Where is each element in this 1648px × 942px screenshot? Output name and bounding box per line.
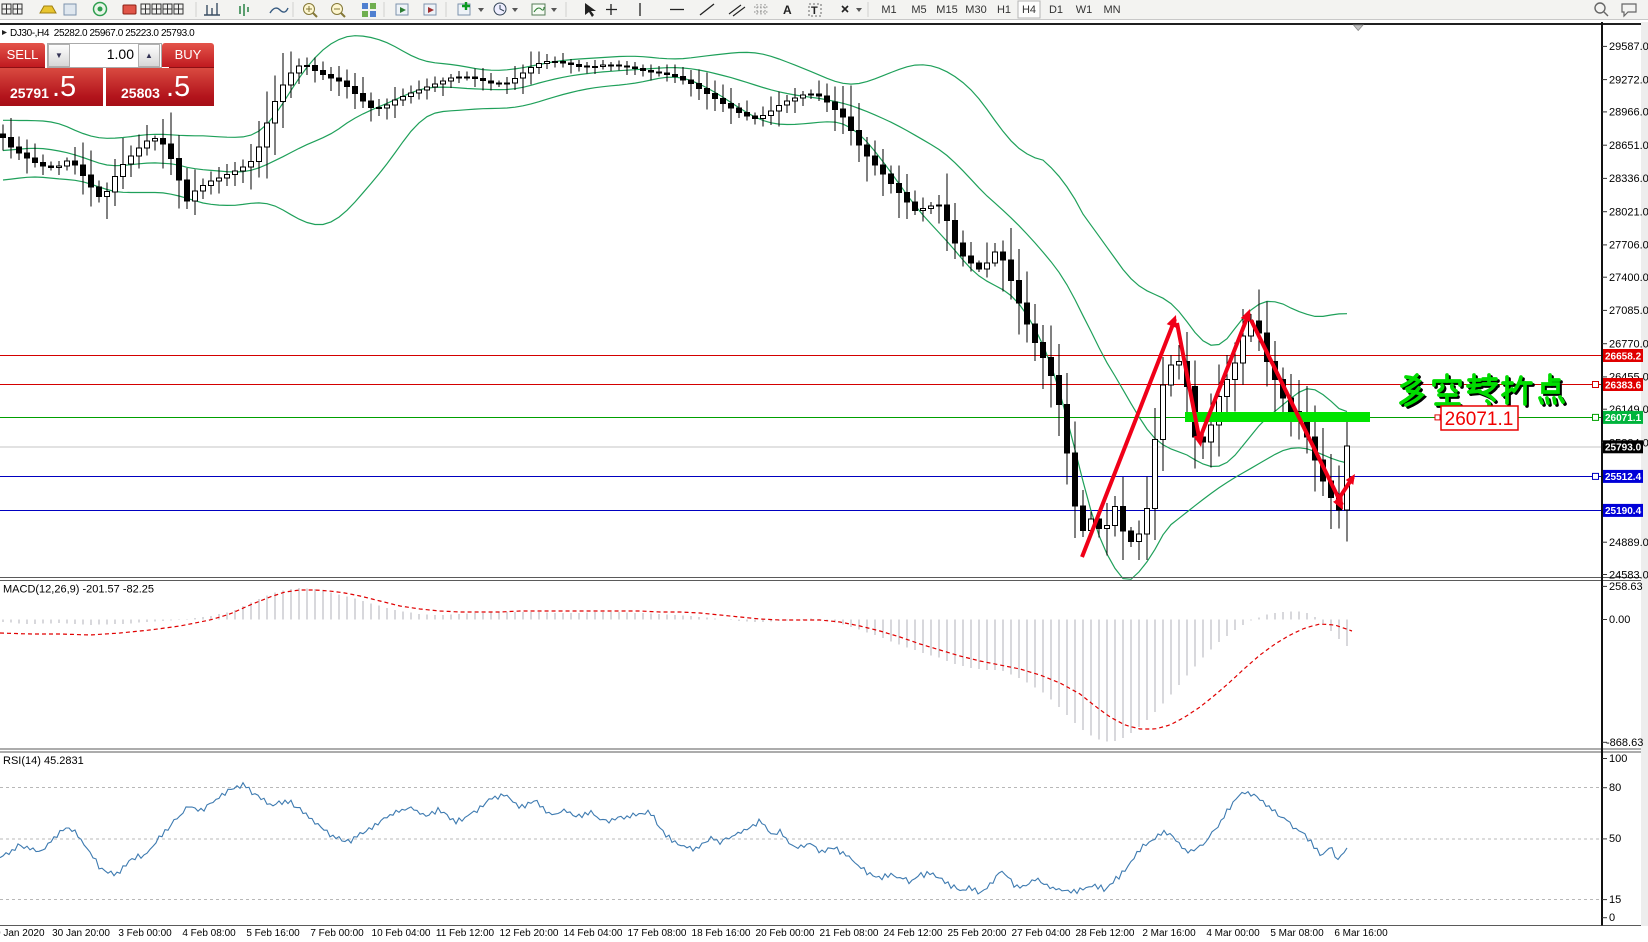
- svg-text:27085.0: 27085.0: [1609, 305, 1648, 317]
- svg-text:W1: W1: [1076, 4, 1093, 16]
- svg-text:-868.63: -868.63: [1606, 737, 1643, 749]
- svg-text:25512.4: 25512.4: [1605, 472, 1642, 483]
- svg-text:6 Mar 16:00: 6 Mar 16:00: [1334, 928, 1388, 939]
- svg-text:5 Mar 08:00: 5 Mar 08:00: [1270, 928, 1324, 939]
- svg-text:11 Feb 12:00: 11 Feb 12:00: [436, 928, 495, 939]
- svg-text:MN: MN: [1103, 4, 1120, 16]
- svg-text:80: 80: [1609, 782, 1621, 794]
- svg-text:26658.2: 26658.2: [1605, 351, 1642, 362]
- svg-text:D1: D1: [1049, 4, 1063, 16]
- svg-text:7 Feb 00:00: 7 Feb 00:00: [310, 928, 364, 939]
- svg-text:25793.0: 25793.0: [1605, 443, 1642, 454]
- svg-text:H4: H4: [1022, 4, 1036, 16]
- svg-text:17 Feb 08:00: 17 Feb 08:00: [628, 928, 687, 939]
- svg-text:15: 15: [1609, 894, 1621, 906]
- svg-text:10 Feb 04:00: 10 Feb 04:00: [372, 928, 431, 939]
- svg-text:M30: M30: [965, 4, 986, 16]
- svg-text:M5: M5: [911, 4, 926, 16]
- svg-text:RSI(14) 45.2831: RSI(14) 45.2831: [3, 755, 84, 767]
- svg-text:24583.0: 24583.0: [1609, 569, 1648, 581]
- svg-text:27706.0: 27706.0: [1609, 240, 1648, 252]
- svg-text:26071.1: 26071.1: [1445, 409, 1514, 430]
- svg-text:26071.1: 26071.1: [1605, 413, 1642, 424]
- svg-text:28966.0: 28966.0: [1609, 107, 1648, 119]
- svg-text:18 Feb 16:00: 18 Feb 16:00: [692, 928, 751, 939]
- svg-text:29272.0: 29272.0: [1609, 74, 1648, 86]
- svg-text:25190.4: 25190.4: [1605, 506, 1642, 517]
- svg-text:T: T: [811, 5, 818, 17]
- svg-text:24889.0: 24889.0: [1609, 537, 1648, 549]
- svg-text:28021.0: 28021.0: [1609, 207, 1648, 219]
- svg-text:26770.0: 26770.0: [1609, 339, 1648, 351]
- svg-text:5 Feb 16:00: 5 Feb 16:00: [246, 928, 300, 939]
- svg-text:3 Feb 00:00: 3 Feb 00:00: [118, 928, 172, 939]
- svg-text:28651.0: 28651.0: [1609, 140, 1648, 152]
- svg-text:20 Feb 00:00: 20 Feb 00:00: [756, 928, 815, 939]
- svg-text:12 Feb 20:00: 12 Feb 20:00: [500, 928, 559, 939]
- svg-text:DJ30-,H4 25282.0 25967.0 2522: DJ30-,H4 25282.0 25967.0 25223.0 25793.0: [10, 28, 195, 39]
- svg-text:4 Feb 08:00: 4 Feb 08:00: [182, 928, 236, 939]
- svg-text:27400.0: 27400.0: [1609, 272, 1648, 284]
- svg-text:14 Feb 04:00: 14 Feb 04:00: [564, 928, 623, 939]
- svg-text:27 Feb 04:00: 27 Feb 04:00: [1012, 928, 1071, 939]
- svg-text:2 Mar 16:00: 2 Mar 16:00: [1142, 928, 1196, 939]
- svg-text:0: 0: [1609, 912, 1615, 924]
- svg-text:28 Feb 12:00: 28 Feb 12:00: [1076, 928, 1135, 939]
- svg-text:100: 100: [1609, 753, 1627, 765]
- svg-text:24 Feb 12:00: 24 Feb 12:00: [884, 928, 943, 939]
- svg-text:0.00: 0.00: [1609, 614, 1630, 626]
- svg-text:50: 50: [1609, 833, 1621, 845]
- svg-text:29587.0: 29587.0: [1609, 41, 1648, 53]
- svg-text:M1: M1: [881, 4, 896, 16]
- svg-text:30 Jan 20:00: 30 Jan 20:00: [52, 928, 110, 939]
- svg-text:26383.6: 26383.6: [1605, 380, 1642, 391]
- svg-text:4 Mar 00:00: 4 Mar 00:00: [1206, 928, 1260, 939]
- svg-text:25 Feb 20:00: 25 Feb 20:00: [948, 928, 1007, 939]
- svg-text:30 Jan 2020: 30 Jan 2020: [0, 928, 45, 939]
- svg-text:21 Feb 08:00: 21 Feb 08:00: [820, 928, 879, 939]
- svg-text:28336.0: 28336.0: [1609, 173, 1648, 185]
- svg-text:A: A: [783, 3, 792, 17]
- svg-text:MACD(12,26,9) -201.57 -82.25: MACD(12,26,9) -201.57 -82.25: [3, 584, 154, 596]
- svg-text:258.63: 258.63: [1609, 581, 1643, 593]
- svg-text:H1: H1: [997, 4, 1011, 16]
- svg-text:M15: M15: [936, 4, 957, 16]
